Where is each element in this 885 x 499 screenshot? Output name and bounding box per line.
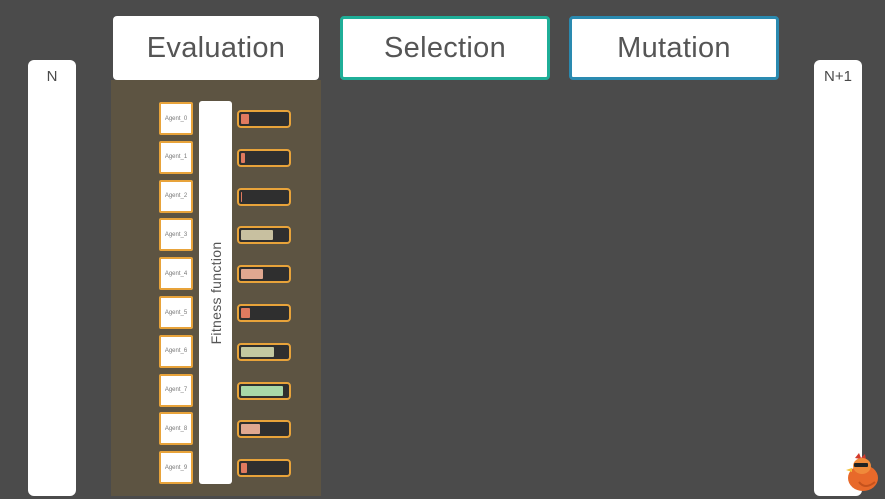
- fitness-function-label: Fitness function: [207, 241, 224, 344]
- fitness-bar: [237, 342, 291, 361]
- agent-label: Agent_5: [164, 309, 188, 316]
- fitness-bar-fill: [241, 308, 251, 318]
- agent-box: Agent_2: [159, 179, 193, 213]
- evaluation-label: Evaluation: [146, 31, 286, 64]
- agent-box: Agent_8: [159, 412, 193, 446]
- fitness-bar-fill: [241, 463, 247, 474]
- agent-label: Agent_7: [164, 387, 188, 394]
- fitness-bar: [237, 187, 291, 206]
- selection-step-box[interactable]: Selection: [340, 16, 550, 80]
- agent-label: Agent_8: [164, 425, 188, 432]
- generation-n-label: N: [46, 68, 58, 85]
- fitness-bar: [237, 226, 291, 245]
- agent-box: Agent_5: [159, 296, 193, 329]
- mutation-step-box[interactable]: Mutation: [569, 16, 779, 80]
- agent-box: Agent_1: [159, 140, 193, 174]
- agent-label: Agent_1: [164, 154, 188, 161]
- fitness-bar-fill: [241, 191, 242, 202]
- generation-n-column: N: [28, 60, 76, 496]
- mutation-label: Mutation: [617, 31, 731, 64]
- fitness-bar-fill: [241, 230, 274, 241]
- fitness-bar-fill: [241, 152, 245, 163]
- agent-box: Agent_4: [159, 257, 193, 291]
- fitness-bar: [237, 110, 291, 128]
- agent-label: Agent_4: [164, 270, 188, 277]
- agent-label: Agent_9: [164, 464, 188, 471]
- agent-label: Agent_0: [164, 115, 188, 122]
- selection-label: Selection: [384, 31, 506, 64]
- agent-box: Agent_6: [159, 334, 193, 368]
- agent-box: Agent_9: [159, 451, 193, 485]
- agent-box: Agent_3: [159, 218, 193, 252]
- agent-label: Agent_3: [164, 231, 188, 238]
- fitness-bar-fill: [241, 346, 275, 357]
- fitness-bar: [237, 265, 291, 284]
- evaluation-step-box[interactable]: Evaluation: [113, 16, 319, 80]
- agent-box: Agent_0: [159, 102, 193, 135]
- generation-n-plus-1-label: N+1: [824, 68, 852, 85]
- fitness-bar: [237, 420, 291, 439]
- agent-label: Agent_6: [164, 348, 188, 355]
- fitness-bar: [237, 381, 291, 400]
- fitness-bar: [237, 459, 291, 478]
- fitness-function-box: Fitness function: [199, 101, 232, 484]
- agent-box: Agent_7: [159, 373, 193, 407]
- fitness-bar-fill: [241, 114, 250, 124]
- fitness-bar-fill: [241, 269, 264, 280]
- agent-label: Agent_2: [164, 193, 188, 200]
- fitness-bar: [237, 304, 291, 322]
- fitness-bar-fill: [241, 385, 284, 396]
- fitness-bar: [237, 148, 291, 167]
- generation-n-plus-1-column: N+1: [814, 60, 862, 496]
- fitness-bar-fill: [241, 424, 261, 435]
- chicken-logo-icon: [846, 453, 878, 491]
